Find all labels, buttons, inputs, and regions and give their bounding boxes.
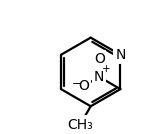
Text: O: O — [78, 79, 89, 93]
Text: +: + — [102, 64, 111, 74]
Text: CH₃: CH₃ — [67, 118, 93, 132]
Text: N: N — [115, 48, 126, 62]
Text: N: N — [94, 70, 104, 84]
Text: O: O — [94, 52, 105, 66]
Text: −: − — [72, 79, 81, 90]
